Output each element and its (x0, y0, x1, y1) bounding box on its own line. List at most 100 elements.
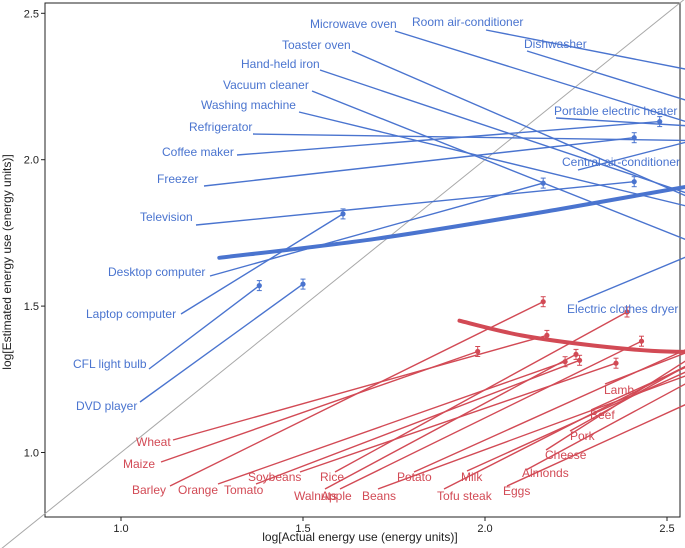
appliances-trend-line (217, 185, 685, 260)
label-milk: Milk (461, 470, 483, 484)
leader-potato (413, 349, 685, 473)
leader-beef (590, 366, 685, 411)
point-labels: CFL light bulb DVD player Laptop computer D… (73, 15, 680, 503)
leader-central-air-conditioner (577, 141, 685, 171)
label-dvd-player: DVD player (76, 399, 137, 413)
x-tick-label: 2.0 (477, 523, 492, 535)
label-lamb: Lamb (604, 383, 634, 397)
point-marker (256, 283, 262, 289)
point-marker (657, 119, 663, 125)
label-almonds: Almonds (522, 466, 569, 480)
leader-toaster-oven (351, 50, 685, 197)
y-tick-label: 1.0 (24, 448, 39, 460)
label-central-air-conditioner: Central air-conditioner (562, 155, 680, 169)
label-portable-electric-heater: Portable electric heater (554, 104, 677, 118)
point-marker (475, 348, 481, 355)
label-barley: Barley (132, 483, 166, 497)
label-room-air-conditioner: Room air-conditioner (412, 15, 523, 29)
point-marker (631, 135, 637, 141)
x-axis-title: log[Actual energy use (energy units)] (262, 530, 457, 544)
label-television: Television (140, 210, 193, 224)
leader-lamb (604, 352, 685, 385)
leader-cheese (545, 360, 685, 451)
leader-refrigerator (252, 133, 685, 142)
label-beef: Beef (590, 408, 615, 422)
point-marker (540, 180, 546, 186)
label-maize: Maize (123, 457, 155, 471)
label-tofu-steak: Tofu steak (437, 489, 493, 503)
appliances-point-television (631, 176, 637, 188)
label-laptop-computer: Laptop computer (86, 307, 176, 321)
leader-orange (217, 361, 566, 485)
label-tomato: Tomato (224, 483, 264, 497)
y-tick-label: 2.0 (24, 155, 39, 167)
leader-washing-machine (298, 111, 685, 207)
label-dishwasher: Dishwasher (524, 37, 587, 51)
label-leader-lines (139, 29, 685, 490)
label-coffee-maker: Coffee maker (162, 145, 234, 159)
label-hand-held-iron: Hand-held iron (241, 57, 320, 71)
leader-maize (160, 350, 478, 463)
leader-almonds (525, 383, 685, 471)
leader-hand-held-iron (319, 69, 685, 194)
label-eggs: Eggs (503, 484, 530, 498)
foods-point-walnuts (573, 348, 579, 360)
trend-lines (217, 185, 685, 354)
leader-pork (569, 365, 685, 432)
leader-eggs (506, 404, 685, 487)
foods-point-orange (562, 356, 568, 368)
leader-room-air-conditioner (485, 29, 685, 70)
label-vacuum-cleaner: Vacuum cleaner (223, 78, 309, 92)
appliances-point-laptop-computer (340, 208, 346, 220)
leader-rice (334, 311, 628, 473)
leader-portable-electric-heater (555, 117, 685, 127)
appliances-point-cfl-light-bulb (256, 280, 262, 292)
leader-television (195, 181, 635, 226)
foods-point-rice (624, 306, 630, 318)
label-potato: Potato (397, 470, 432, 484)
leader-milk (466, 371, 685, 472)
point-marker (631, 179, 637, 185)
point-marker (544, 332, 550, 338)
leader-electric-clothes-dryer (577, 256, 685, 303)
label-wheat: Wheat (136, 435, 171, 449)
label-pork: Pork (570, 429, 596, 443)
label-cheese: Cheese (545, 448, 587, 462)
label-cfl-light-bulb: CFL light bulb (73, 357, 147, 371)
foods-trend-line (457, 318, 685, 354)
foods-point-apple (638, 335, 645, 347)
x-tick-label: 2.5 (659, 523, 674, 535)
label-washing-machine: Washing machine (201, 98, 296, 112)
leader-desktop-computer (209, 182, 544, 277)
point-marker (577, 357, 583, 363)
point-marker (573, 351, 579, 357)
foods-point-barley (540, 296, 546, 308)
label-soybeans: Soybeans (248, 470, 301, 484)
point-marker (300, 281, 306, 287)
leader-barley (169, 301, 544, 487)
data-points (256, 116, 663, 369)
axis-ticks: 1.01.52.02.53.03.54.01.01.52.02.53.03.54… (24, 8, 675, 535)
foods-point-tomato (577, 354, 583, 366)
leader-apple (339, 340, 642, 490)
foods-point-wheat (544, 329, 550, 341)
label-walnuts: Walnuts (294, 489, 337, 503)
appliances-point-dvd-player (300, 278, 306, 290)
foods-point-soybeans (613, 357, 619, 369)
y-axis-title: log[Estimated energy use (energy units)] (0, 154, 14, 369)
label-desktop-computer: Desktop computer (108, 265, 205, 279)
appliances-point-desktop-computer (540, 177, 546, 189)
leader-cfl-light-bulb (148, 285, 260, 370)
label-refrigerator: Refrigerator (189, 120, 252, 134)
x-tick-label: 1.0 (113, 523, 128, 535)
label-orange: Orange (178, 483, 218, 497)
label-rice: Rice (320, 470, 344, 484)
y-tick-label: 2.5 (24, 8, 39, 20)
label-beans: Beans (362, 489, 396, 503)
appliances-point-freezer (631, 132, 637, 144)
point-marker (340, 211, 346, 217)
label-toaster-oven: Toaster oven (282, 38, 351, 52)
point-marker (638, 338, 645, 344)
